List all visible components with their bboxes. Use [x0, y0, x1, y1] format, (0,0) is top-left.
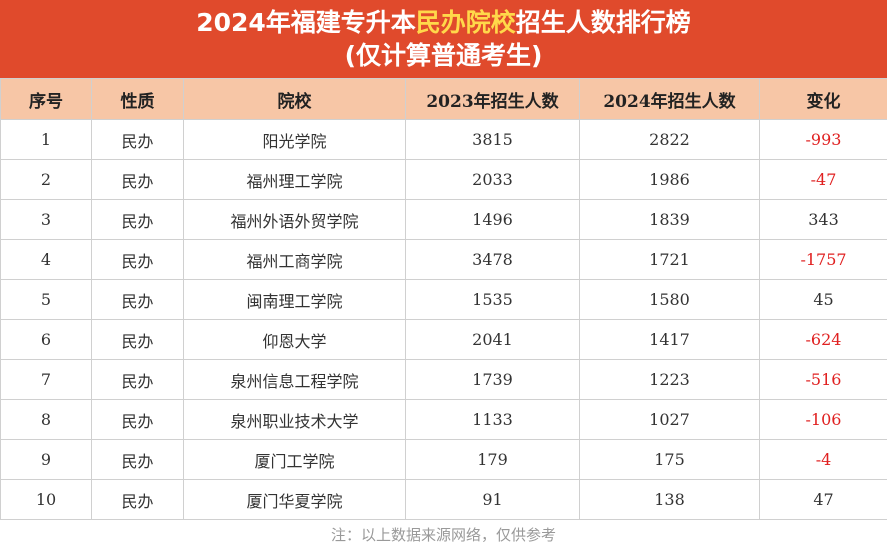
cell-no: 1: [0, 119, 92, 160]
cell-school: 厦门工学院: [183, 439, 406, 480]
cell-2024: 1721: [579, 239, 760, 280]
cell-change: -47: [759, 159, 887, 200]
source-note: 注：以上数据来源网络，仅供参考: [330, 526, 556, 544]
cell-2023: 3815: [405, 119, 580, 160]
title-line-1: 2024年福建专升本民办院校招生人数排行榜: [0, 8, 887, 38]
cell-2024: 1417: [579, 319, 760, 360]
col-header-school: 院校: [183, 78, 406, 120]
cell-type: 民办: [91, 399, 184, 440]
cell-school: 阳光学院: [183, 119, 406, 160]
cell-change: -1757: [759, 239, 887, 280]
cell-2023: 1739: [405, 359, 580, 400]
cell-2024: 138: [579, 479, 760, 520]
title-highlight: 民办院校: [415, 8, 516, 37]
cell-2024: 1986: [579, 159, 760, 200]
cell-school: 仰恩大学: [183, 319, 406, 360]
cell-2024: 1027: [579, 399, 760, 440]
cell-2023: 1535: [405, 279, 580, 320]
table-body: 1 民办 阳光学院 3815 2822 -993 2 民办 福州理工学院 2033 1986 -47 3…: [0, 119, 887, 520]
title-suffix: 招生人数排行榜: [515, 8, 691, 37]
cell-no: 5: [0, 279, 92, 320]
cell-no: 2: [0, 159, 92, 200]
cell-type: 民办: [91, 359, 184, 400]
cell-school: 福州理工学院: [183, 159, 406, 200]
cell-school: 泉州信息工程学院: [183, 359, 406, 400]
cell-no: 7: [0, 359, 92, 400]
cell-2024: 1580: [579, 279, 760, 320]
table-row: 10 民办 厦门华夏学院 91 138 47: [0, 479, 887, 520]
cell-type: 民办: [91, 439, 184, 480]
cell-2023: 3478: [405, 239, 580, 280]
cell-change: 343: [759, 199, 887, 240]
col-header-2023: 2023年招生人数: [405, 78, 580, 120]
cell-type: 民办: [91, 199, 184, 240]
cell-2023: 91: [405, 479, 580, 520]
col-header-no: 序号: [0, 78, 92, 120]
table-row: 9 民办 厦门工学院 179 175 -4: [0, 439, 887, 480]
cell-type: 民办: [91, 279, 184, 320]
cell-no: 8: [0, 399, 92, 440]
cell-change: -4: [759, 439, 887, 480]
cell-2023: 179: [405, 439, 580, 480]
cell-no: 4: [0, 239, 92, 280]
table-row: 8 民办 泉州职业技术大学 1133 1027 -106: [0, 399, 887, 440]
cell-change: -106: [759, 399, 887, 440]
title-prefix: 2024年福建专升本: [196, 8, 416, 37]
col-header-type: 性质: [91, 78, 184, 120]
table-row: 3 民办 福州外语外贸学院 1496 1839 343: [0, 199, 887, 240]
cell-2023: 1133: [405, 399, 580, 440]
cell-2024: 2822: [579, 119, 760, 160]
cell-school: 闽南理工学院: [183, 279, 406, 320]
cell-2024: 1839: [579, 199, 760, 240]
cell-change: 47: [759, 479, 887, 520]
cell-no: 9: [0, 439, 92, 480]
cell-2023: 2041: [405, 319, 580, 360]
cell-school: 泉州职业技术大学: [183, 399, 406, 440]
table-row: 7 民办 泉州信息工程学院 1739 1223 -516: [0, 359, 887, 400]
title-banner: 2024年福建专升本民办院校招生人数排行榜 (仅计算普通考生): [0, 0, 887, 78]
header-row: 序号 性质 院校 2023年招生人数 2024年招生人数 变化: [0, 78, 887, 120]
col-header-change: 变化: [759, 78, 887, 120]
cell-change: -624: [759, 319, 887, 360]
cell-school: 福州工商学院: [183, 239, 406, 280]
cell-type: 民办: [91, 159, 184, 200]
cell-no: 3: [0, 199, 92, 240]
cell-school: 福州外语外贸学院: [183, 199, 406, 240]
cell-no: 6: [0, 319, 92, 360]
cell-2023: 1496: [405, 199, 580, 240]
table-row: 6 民办 仰恩大学 2041 1417 -624: [0, 319, 887, 360]
col-header-2024: 2024年招生人数: [579, 78, 760, 120]
cell-type: 民办: [91, 319, 184, 360]
table-row: 4 民办 福州工商学院 3478 1721 -1757: [0, 239, 887, 280]
cell-change: -516: [759, 359, 887, 400]
cell-type: 民办: [91, 479, 184, 520]
table-row: 5 民办 闽南理工学院 1535 1580 45: [0, 279, 887, 320]
cell-type: 民办: [91, 119, 184, 160]
cell-change: 45: [759, 279, 887, 320]
title-line-2: (仅计算普通考生): [344, 41, 543, 70]
table-row: 1 民办 阳光学院 3815 2822 -993: [0, 119, 887, 160]
cell-change: -993: [759, 119, 887, 160]
cell-2023: 2033: [405, 159, 580, 200]
table-row: 2 民办 福州理工学院 2033 1986 -47: [0, 159, 887, 200]
cell-no: 10: [0, 479, 92, 520]
ranking-table: 序号 性质 院校 2023年招生人数 2024年招生人数 变化 1 民办 阳光学院 3…: [0, 78, 887, 520]
cell-2024: 175: [579, 439, 760, 480]
cell-school: 厦门华夏学院: [183, 479, 406, 520]
cell-2024: 1223: [579, 359, 760, 400]
cell-type: 民办: [91, 239, 184, 280]
